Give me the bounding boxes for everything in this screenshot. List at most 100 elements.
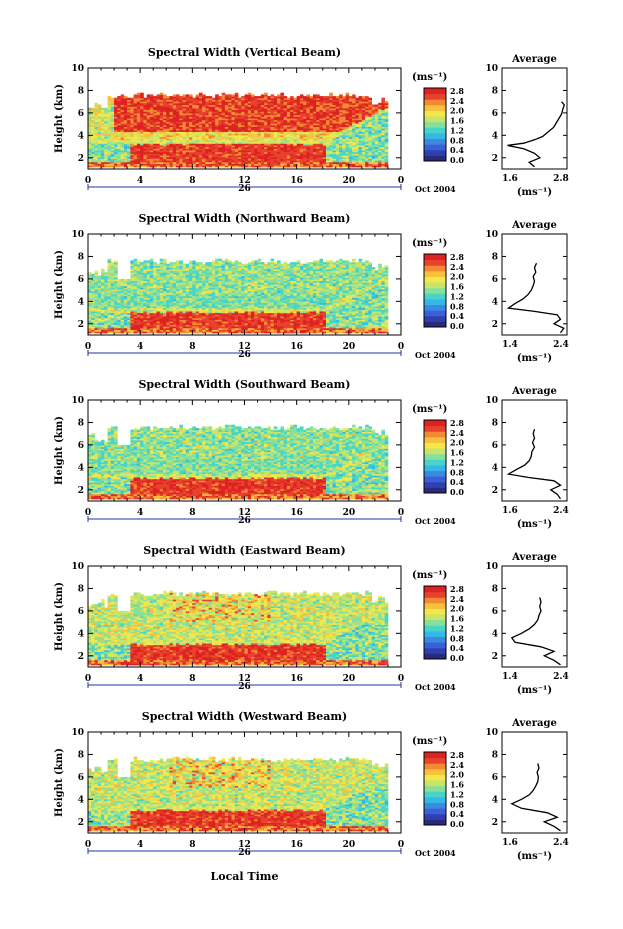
heatmap-cell (342, 96, 346, 98)
heatmap-cell (372, 105, 376, 107)
heatmap-cell (326, 96, 330, 98)
panel-2: Spectral Width (Northward Beam)0 4 8 12 16 20… (54, 212, 569, 364)
heatmap-cell (254, 96, 258, 98)
heatmap-cell (127, 98, 131, 100)
heatmap-cell (114, 98, 118, 100)
heatmap-cell (362, 96, 366, 98)
heatmap-cell (179, 96, 183, 98)
x-tick-label: 4 (137, 176, 143, 186)
heatmap-cell (339, 94, 343, 96)
heatmap-cell (209, 96, 213, 98)
heatmap-cell (150, 259, 154, 261)
heatmap-cell (134, 94, 138, 96)
heatmap-cell (287, 98, 291, 100)
colorbar-swatch (424, 99, 446, 105)
heatmap-cell (160, 259, 164, 261)
heatmap-cell (258, 96, 262, 98)
heatmap-cell (352, 94, 356, 96)
heatmap-cell (189, 94, 193, 96)
heatmap-cell (271, 94, 275, 96)
heatmap-cell (104, 108, 108, 110)
colorbar-tick-label: 1.2 (450, 125, 464, 135)
heatmap-cell (280, 93, 284, 95)
heatmap-cell (108, 259, 112, 261)
colorbar-swatch (424, 105, 446, 111)
heatmap-cell (241, 96, 245, 98)
colorbar-swatch (424, 133, 446, 139)
heatmap-cell (329, 93, 333, 95)
heatmap-cell (205, 96, 209, 98)
heatmap-cell (157, 94, 161, 96)
heatmap-cell (143, 98, 147, 100)
heatmap-cell (88, 108, 92, 110)
heatmap-cell (199, 93, 203, 95)
heatmap-cell (336, 96, 340, 98)
heatmap-cell (261, 94, 265, 96)
heatmap-cell (385, 101, 389, 103)
heatmap-cell (157, 264, 161, 266)
heatmap-cell (143, 260, 147, 262)
heatmap-cell (124, 279, 128, 281)
heatmap-cell (277, 94, 281, 96)
average-x-label: (ms⁻¹) (517, 187, 552, 198)
heatmap-cell (225, 94, 229, 96)
heatmap-cell (365, 96, 369, 98)
colorbar-swatch (424, 110, 446, 116)
colorbar-tick-label: 0.4 (450, 145, 464, 155)
heatmap-cell (114, 260, 118, 262)
y-axis-label: Height (km) (54, 84, 65, 153)
heatmap-cell (323, 96, 327, 98)
heatmap-cell (163, 259, 167, 261)
colorbar-swatch (424, 139, 446, 145)
colorbar-unit: (ms⁻¹) (412, 72, 447, 83)
y-tick-label: 6 (78, 109, 84, 119)
colorbar-tick-label: 2.0 (450, 106, 464, 116)
heatmap-cell (235, 93, 239, 95)
heatmap-cell (130, 260, 134, 262)
heatmap-cell (238, 98, 242, 100)
heatmap-cell (166, 264, 170, 266)
heatmap-cell (91, 274, 95, 276)
heatmap-cell (359, 96, 363, 98)
heatmap-cell (183, 94, 187, 96)
heatmap-cell (186, 94, 190, 96)
average-y-tick-label: 2 (492, 154, 498, 164)
heatmap-cell (248, 93, 252, 95)
average-profile-line (507, 102, 564, 167)
colorbar-tick-label: 0.0 (450, 155, 464, 165)
heatmap-cell (170, 96, 174, 98)
heatmap-cell (98, 105, 102, 107)
heatmap-cells (88, 93, 388, 168)
heatmap-cell (346, 93, 350, 95)
heatmap-cell (251, 94, 255, 96)
heatmap-cell (117, 96, 121, 98)
date-label: Oct 2004 (415, 184, 456, 194)
heatmap-cell (215, 94, 219, 96)
heatmap-cell (176, 94, 180, 96)
colorbar-swatch (424, 94, 446, 100)
average-y-tick-label: 6 (492, 109, 498, 119)
heatmap-cell (303, 96, 307, 98)
heatmap-cell (290, 96, 294, 98)
heatmap-cell (212, 98, 216, 100)
heatmap-cell (127, 279, 131, 281)
heatmap-cell (232, 94, 236, 96)
colorbar-tick-label: 0.8 (450, 135, 464, 145)
colorbar-swatch (424, 144, 446, 150)
heatmap-cell (153, 96, 157, 98)
heatmap-cell (108, 96, 112, 98)
y-tick-label: 8 (78, 86, 84, 96)
heatmap-cell (150, 94, 154, 96)
heatmap-cell (378, 103, 382, 105)
heatmap-cell (140, 262, 144, 264)
heatmap-cell (101, 269, 105, 271)
heatmap-cell (274, 96, 278, 98)
heatmap-cell (163, 94, 167, 96)
heatmap-cell (316, 94, 320, 96)
heatmap-cell (218, 96, 222, 98)
panel-title: Spectral Width (Northward Beam) (139, 212, 351, 225)
average-x-tick-label: 1.6 (502, 174, 518, 184)
heatmap-cell (333, 96, 337, 98)
heatmap-cell (222, 93, 226, 95)
heatmap-cell (300, 94, 304, 96)
